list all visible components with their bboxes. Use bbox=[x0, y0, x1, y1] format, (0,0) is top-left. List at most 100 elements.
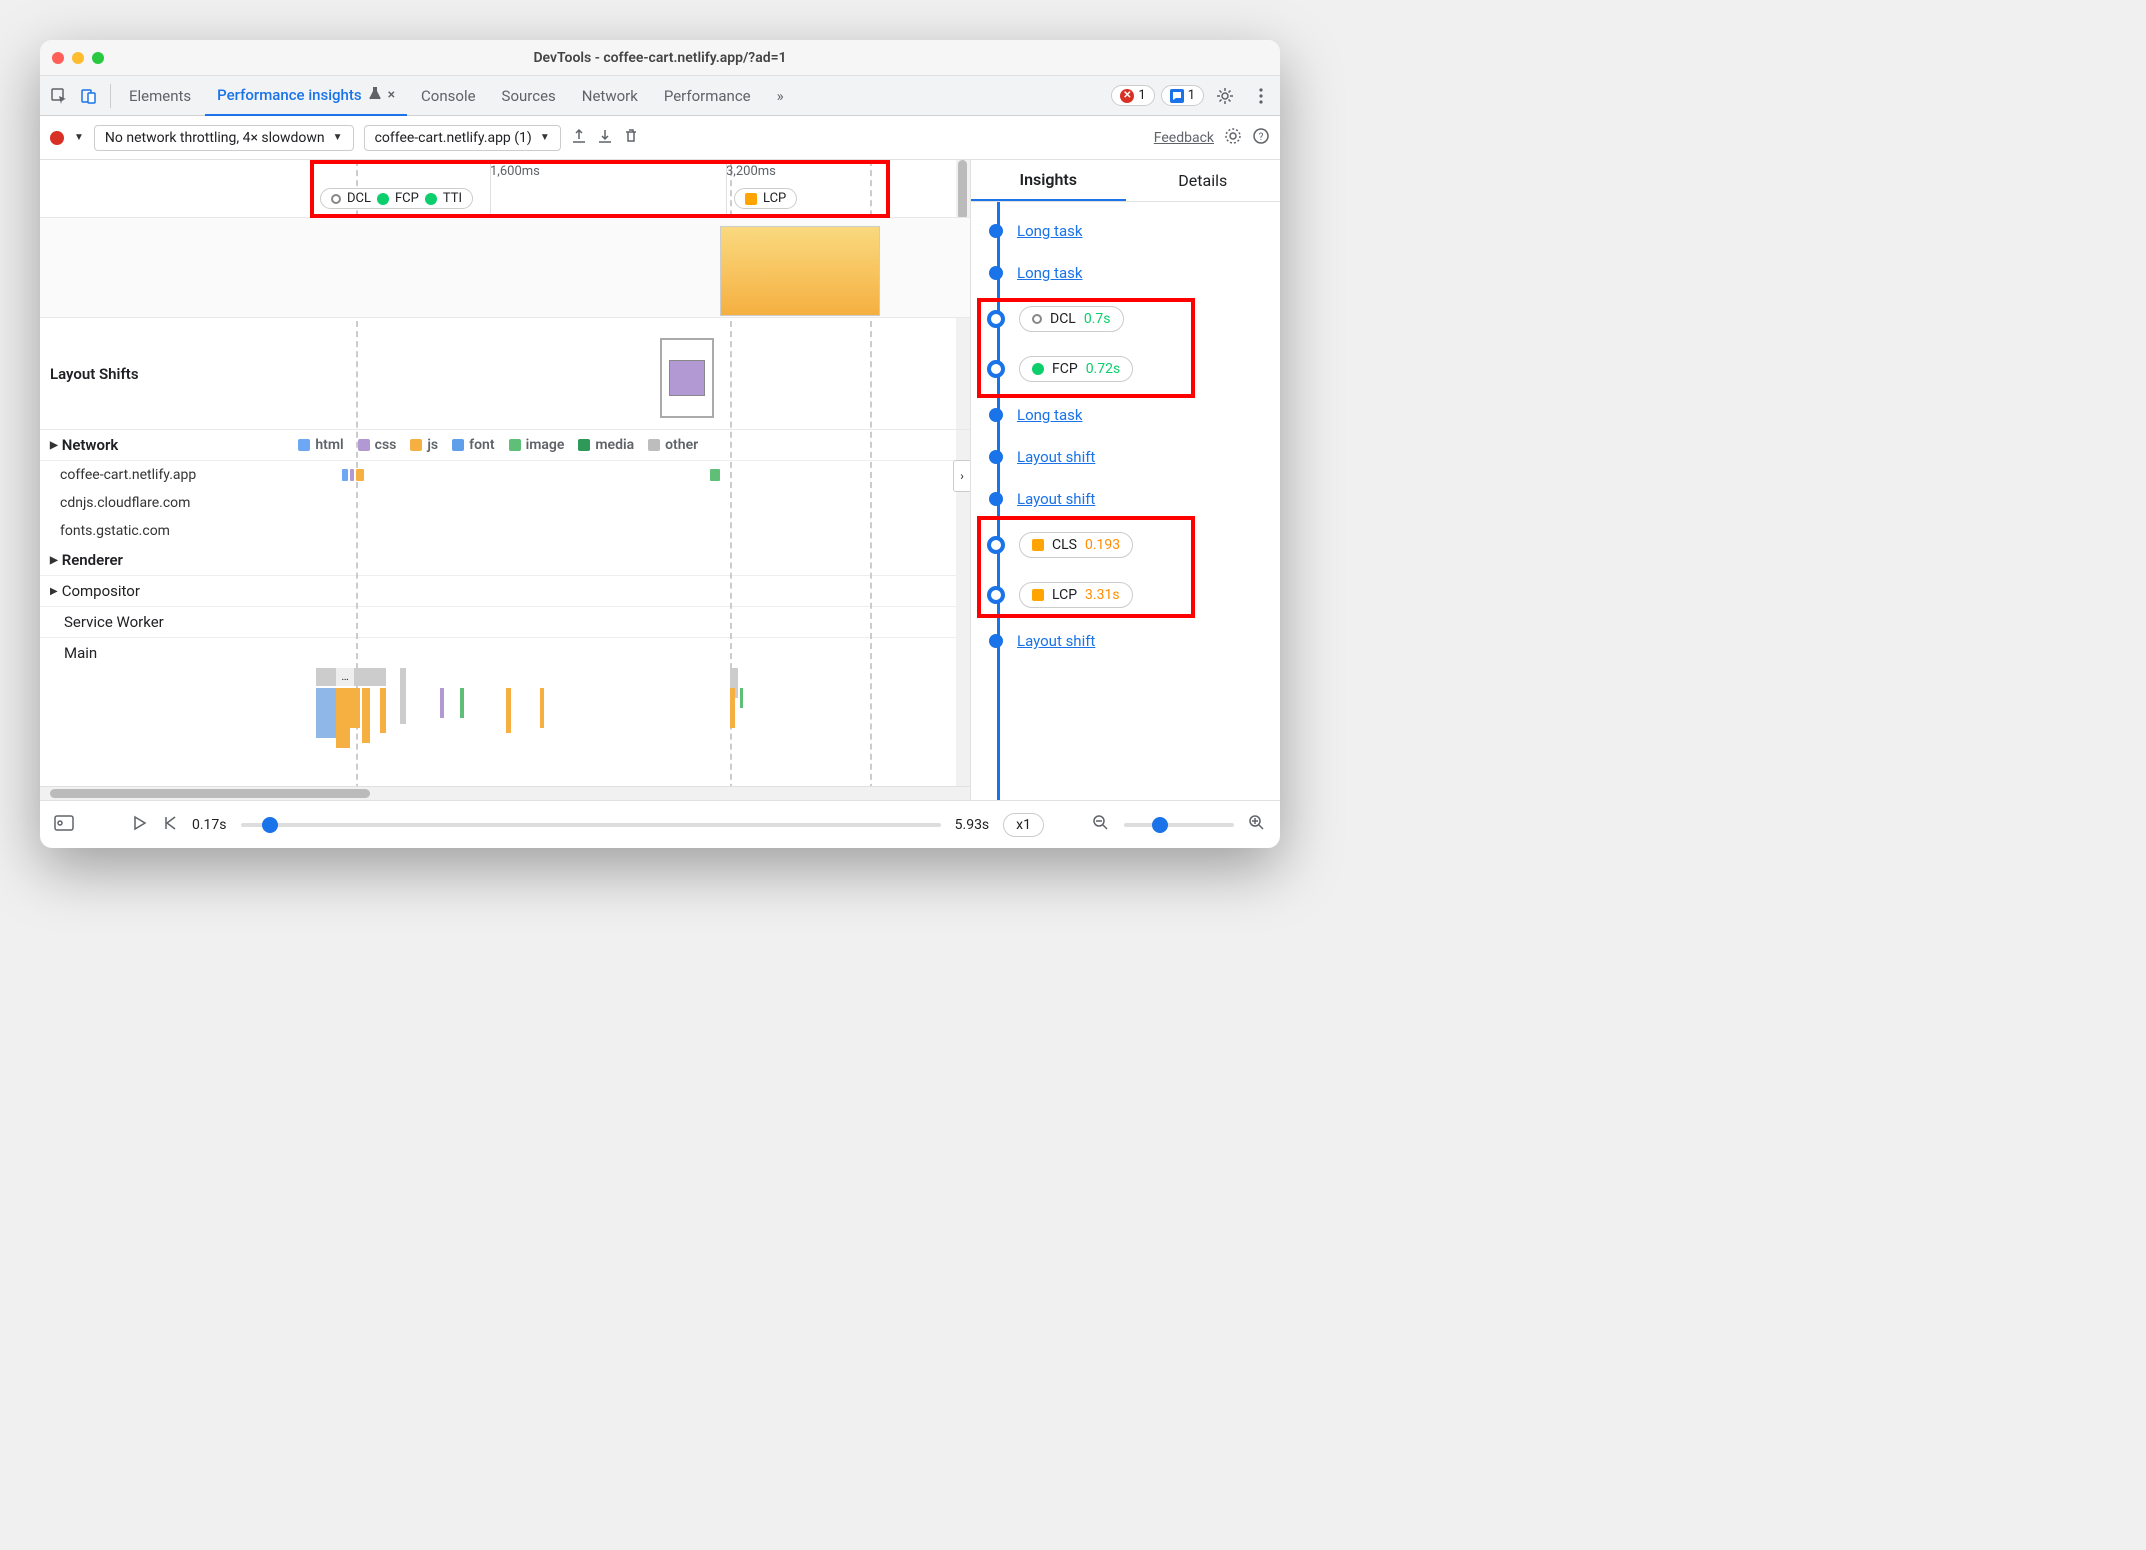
error-icon: ✕ bbox=[1120, 89, 1134, 103]
dcl-icon bbox=[1032, 314, 1042, 324]
insight-item[interactable]: Layout shift bbox=[971, 478, 1280, 520]
error-badge[interactable]: ✕ 1 bbox=[1111, 85, 1154, 106]
tick-label: 3,200ms bbox=[726, 164, 776, 179]
metric-label: LCP bbox=[763, 191, 786, 206]
export-icon[interactable] bbox=[571, 128, 587, 148]
insight-item[interactable]: Layout shift bbox=[971, 620, 1280, 662]
insight-item[interactable]: Long task bbox=[971, 210, 1280, 252]
renderer-section-header[interactable]: ▶ Renderer bbox=[40, 545, 970, 576]
time-slider[interactable] bbox=[241, 823, 941, 827]
network-section-header[interactable]: ▶ Network html css js font image media o… bbox=[40, 430, 970, 461]
gear-icon[interactable] bbox=[1224, 127, 1242, 149]
delete-icon[interactable] bbox=[623, 128, 639, 148]
tabbar-right: ✕ 1 1 bbox=[1111, 81, 1276, 111]
recording-label: coffee-cart.netlify.app (1) bbox=[375, 130, 532, 146]
tab-insights[interactable]: Insights bbox=[971, 160, 1126, 201]
playback-speed[interactable]: x1 bbox=[1003, 813, 1044, 837]
preview-toggle-icon[interactable] bbox=[54, 815, 74, 835]
network-row[interactable]: cdnjs.cloudflare.com bbox=[40, 489, 970, 517]
recording-select[interactable]: coffee-cart.netlify.app (1) ▼ bbox=[364, 125, 561, 151]
tab-network[interactable]: Network bbox=[570, 76, 650, 116]
chevron-down-icon: ▼ bbox=[333, 132, 343, 143]
host-label: fonts.gstatic.com bbox=[60, 523, 300, 539]
insights-pane: Insights Details Long task Long task DCL… bbox=[970, 160, 1280, 800]
flame-chart[interactable]: … bbox=[40, 668, 970, 786]
legend-label: other bbox=[665, 437, 698, 453]
throttle-select[interactable]: No network throttling, 4× slowdown ▼ bbox=[94, 125, 354, 151]
help-icon[interactable]: ? bbox=[1252, 127, 1270, 149]
play-button[interactable] bbox=[132, 815, 148, 835]
sidebar-expand-handle[interactable]: › bbox=[953, 460, 970, 492]
maximize-window-icon[interactable] bbox=[92, 52, 104, 64]
network-row[interactable]: coffee-cart.netlify.app bbox=[40, 461, 970, 489]
layout-shift-thumbnail[interactable] bbox=[660, 338, 714, 418]
zoom-out-icon[interactable] bbox=[1092, 814, 1110, 836]
skip-back-button[interactable] bbox=[162, 815, 178, 835]
insight-item[interactable]: DCL0.7s bbox=[971, 294, 1280, 344]
slider-thumb[interactable] bbox=[1152, 817, 1168, 833]
insight-item[interactable]: Long task bbox=[971, 394, 1280, 436]
minimize-window-icon[interactable] bbox=[72, 52, 84, 64]
compositor-row[interactable]: ▶ Compositor bbox=[40, 576, 970, 607]
slider-thumb[interactable] bbox=[262, 817, 278, 833]
metric-value: 0.193 bbox=[1085, 537, 1120, 553]
devtools-window: DevTools - coffee-cart.netlify.app/?ad=1… bbox=[40, 40, 1280, 848]
network-row[interactable]: fonts.gstatic.com bbox=[40, 517, 970, 545]
horizontal-scrollbar[interactable] bbox=[40, 786, 970, 800]
insight-link[interactable]: Long task bbox=[1017, 264, 1082, 282]
frame-preview[interactable] bbox=[720, 226, 880, 316]
tab-details[interactable]: Details bbox=[1126, 160, 1281, 201]
tab-console[interactable]: Console bbox=[409, 76, 488, 116]
section-label: Layout Shifts bbox=[50, 365, 139, 383]
metric-value: 0.7s bbox=[1084, 311, 1111, 327]
tab-sources[interactable]: Sources bbox=[490, 76, 568, 116]
tab-elements[interactable]: Elements bbox=[117, 76, 203, 116]
tab-performance-insights[interactable]: Performance insights × bbox=[205, 76, 407, 116]
legend-label: css bbox=[375, 437, 397, 453]
disclosure-triangle-icon: ▶ bbox=[50, 440, 58, 451]
zoom-slider[interactable] bbox=[1124, 823, 1234, 827]
insights-timeline: Long task Long task DCL0.7s FCP0.72s Lon… bbox=[971, 202, 1280, 800]
close-tab-icon[interactable]: × bbox=[388, 87, 395, 103]
insight-link[interactable]: Layout shift bbox=[1017, 448, 1095, 466]
legend-label: media bbox=[595, 437, 634, 453]
feedback-link[interactable]: Feedback bbox=[1154, 130, 1214, 146]
insight-item[interactable]: Long task bbox=[971, 252, 1280, 294]
insight-item[interactable]: LCP3.31s bbox=[971, 570, 1280, 620]
close-window-icon[interactable] bbox=[52, 52, 64, 64]
time-start: 0.17s bbox=[192, 817, 227, 833]
network-rows: coffee-cart.netlify.app cdnjs.cloudflare… bbox=[40, 461, 970, 545]
insight-link[interactable]: Layout shift bbox=[1017, 490, 1095, 508]
device-toolbar-icon[interactable] bbox=[74, 81, 104, 111]
timeline-header: 1,600ms 3,200ms DCL FCP TTI LCP bbox=[40, 160, 970, 218]
record-button[interactable] bbox=[50, 131, 64, 145]
import-icon[interactable] bbox=[597, 128, 613, 148]
more-icon[interactable] bbox=[1246, 81, 1276, 111]
inspect-element-icon[interactable] bbox=[44, 81, 74, 111]
lcp-icon bbox=[1032, 589, 1044, 601]
metric-pill-group[interactable]: LCP bbox=[734, 188, 797, 209]
insight-item[interactable]: CLS 0.193 bbox=[971, 520, 1280, 570]
service-worker-row[interactable]: Service Worker bbox=[40, 607, 970, 638]
insight-link[interactable]: Layout shift bbox=[1017, 632, 1095, 650]
zoom-in-icon[interactable] bbox=[1248, 814, 1266, 836]
metric-value: 3.31s bbox=[1085, 587, 1120, 603]
main-thread-row[interactable]: Main bbox=[40, 638, 970, 668]
insight-item[interactable]: Layout shift bbox=[971, 436, 1280, 478]
row-label: Compositor bbox=[62, 582, 140, 600]
insight-link[interactable]: Long task bbox=[1017, 406, 1082, 424]
metric-name: CLS bbox=[1052, 537, 1077, 553]
row-label: Main bbox=[64, 644, 97, 662]
network-bars bbox=[300, 467, 960, 483]
tab-overflow[interactable]: » bbox=[765, 76, 796, 116]
metric-label: TTI bbox=[443, 191, 462, 206]
insight-link[interactable]: Long task bbox=[1017, 222, 1082, 240]
insight-item[interactable]: FCP0.72s bbox=[971, 344, 1280, 394]
timeline-panel: 1,600ms 3,200ms DCL FCP TTI LCP Layou bbox=[40, 160, 970, 800]
settings-icon[interactable] bbox=[1210, 81, 1240, 111]
row-label: Service Worker bbox=[64, 613, 164, 631]
metric-pill-group[interactable]: DCL FCP TTI bbox=[320, 188, 473, 209]
tab-performance[interactable]: Performance bbox=[652, 76, 763, 116]
message-badge[interactable]: 1 bbox=[1161, 85, 1204, 106]
record-menu-arrow[interactable]: ▼ bbox=[74, 132, 84, 143]
